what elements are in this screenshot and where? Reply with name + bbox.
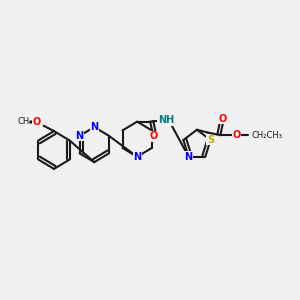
Text: N: N <box>133 152 141 162</box>
Text: N: N <box>184 152 193 162</box>
Text: N: N <box>76 131 84 141</box>
Text: NH: NH <box>158 115 174 125</box>
Text: CH₂CH₃: CH₂CH₃ <box>251 130 283 140</box>
Text: S: S <box>207 135 214 145</box>
Text: N: N <box>90 122 98 132</box>
Text: O: O <box>33 117 41 127</box>
Text: O: O <box>232 130 241 140</box>
Text: CH₃: CH₃ <box>18 117 33 126</box>
Text: O: O <box>219 114 227 124</box>
Text: O: O <box>150 131 158 142</box>
